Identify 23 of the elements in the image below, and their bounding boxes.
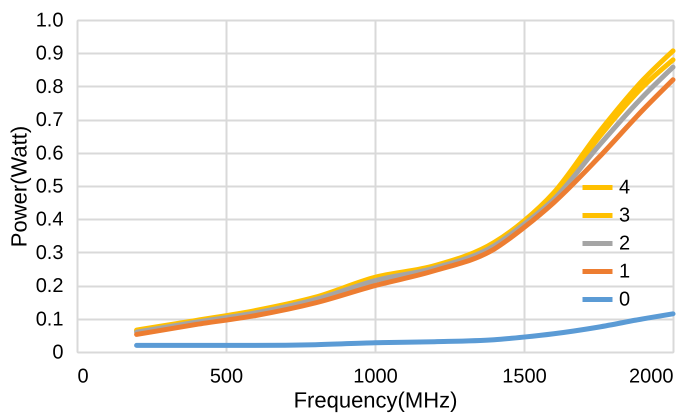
- y-tick-label: 0.4: [36, 208, 64, 231]
- x-tick-label: 0: [78, 366, 89, 388]
- y-tick-label: 1.0: [36, 10, 64, 32]
- legend-label: 3: [619, 204, 630, 226]
- x-tick-label: 1000: [353, 366, 398, 388]
- y-tick-label: 0.6: [36, 142, 64, 164]
- x-tick-label: 2000: [629, 366, 674, 388]
- legend-label: 1: [619, 260, 630, 282]
- legend-label: 0: [619, 288, 630, 310]
- x-tick-label: 500: [210, 366, 244, 388]
- x-axis-title: Frequency(MHz): [294, 388, 458, 412]
- legend-label: 4: [619, 176, 630, 198]
- y-tick-label: 0.8: [36, 76, 64, 98]
- y-tick-label: 0.1: [36, 308, 64, 330]
- y-tick-label: 0.2: [36, 275, 64, 298]
- y-tick-label: 0.9: [36, 42, 64, 65]
- legend-label: 2: [619, 232, 630, 254]
- y-axis-title: Power(Watt): [6, 126, 32, 248]
- y-tick-label: 0: [52, 342, 64, 364]
- x-tick-label: 1500: [502, 366, 547, 388]
- y-tick-label: 0.7: [36, 109, 64, 132]
- y-tick-label: 0.5: [36, 176, 64, 198]
- y-tick-label: 0.3: [36, 242, 64, 264]
